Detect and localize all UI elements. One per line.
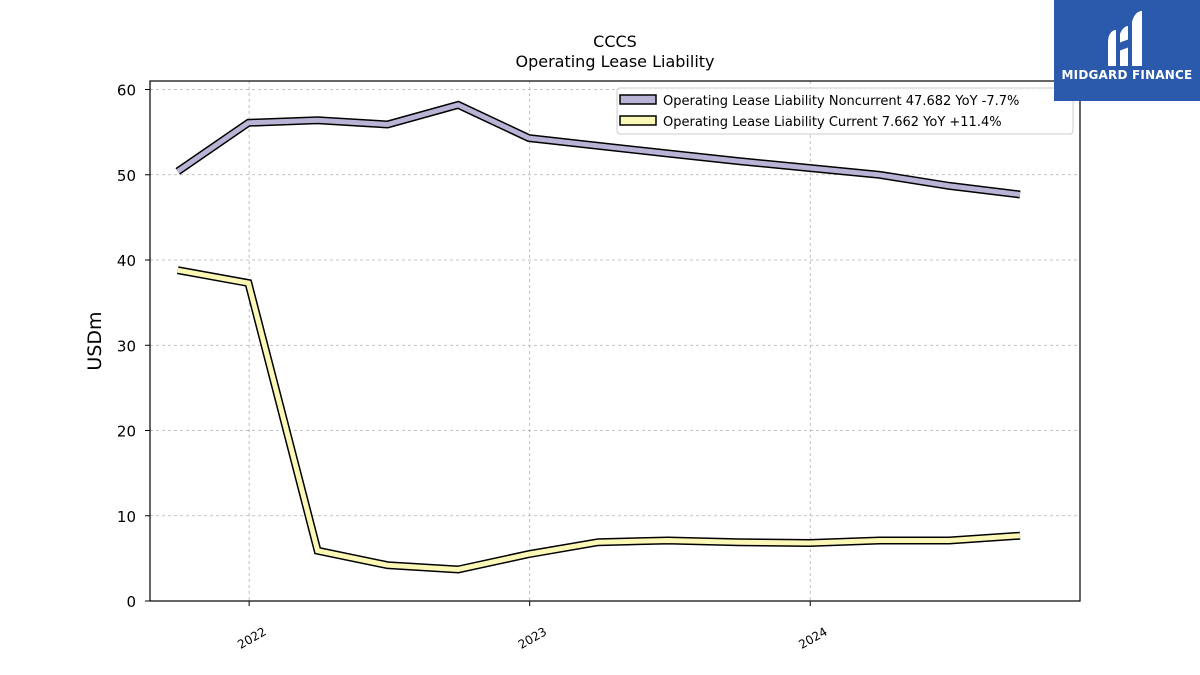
y-tick-label: 20	[117, 423, 136, 441]
x-tick-label: 2022	[235, 624, 268, 651]
series-line-1	[175, 100, 1021, 199]
brand-logo: MIDGARD FINANCE	[1054, 0, 1200, 101]
legend-swatch	[619, 115, 657, 126]
series-fill	[177, 267, 1021, 573]
series-fill	[176, 102, 1021, 197]
series-line-2	[176, 266, 1021, 574]
x-tick-label: 2023	[516, 624, 549, 651]
brand-logo-text: MIDGARD FINANCE	[1061, 68, 1193, 82]
legend-label: Operating Lease Liability Current 7.662 …	[663, 115, 1002, 130]
y-tick-label: 30	[117, 337, 136, 355]
chart-subtitle: Operating Lease Liability	[515, 52, 715, 71]
y-tick-label: 10	[117, 508, 136, 526]
chart-title: CCCS	[593, 32, 637, 51]
axes-frame	[149, 80, 1081, 602]
legend-label: Operating Lease Liability Noncurrent 47.…	[663, 94, 1019, 109]
y-axis-label: USDm	[84, 311, 106, 370]
y-tick-label: 50	[117, 167, 136, 185]
plot-area	[150, 81, 1080, 601]
y-tick-label: 0	[126, 593, 136, 611]
y-tick-label: 40	[117, 252, 136, 270]
legend-box	[616, 87, 1074, 135]
x-tick-label: 2024	[796, 624, 829, 651]
legend-swatch	[619, 94, 657, 105]
legend: Operating Lease Liability Noncurrent 47.…	[616, 87, 1074, 135]
y-tick-label: 60	[117, 82, 136, 100]
brand-mark-icon	[1108, 11, 1142, 66]
